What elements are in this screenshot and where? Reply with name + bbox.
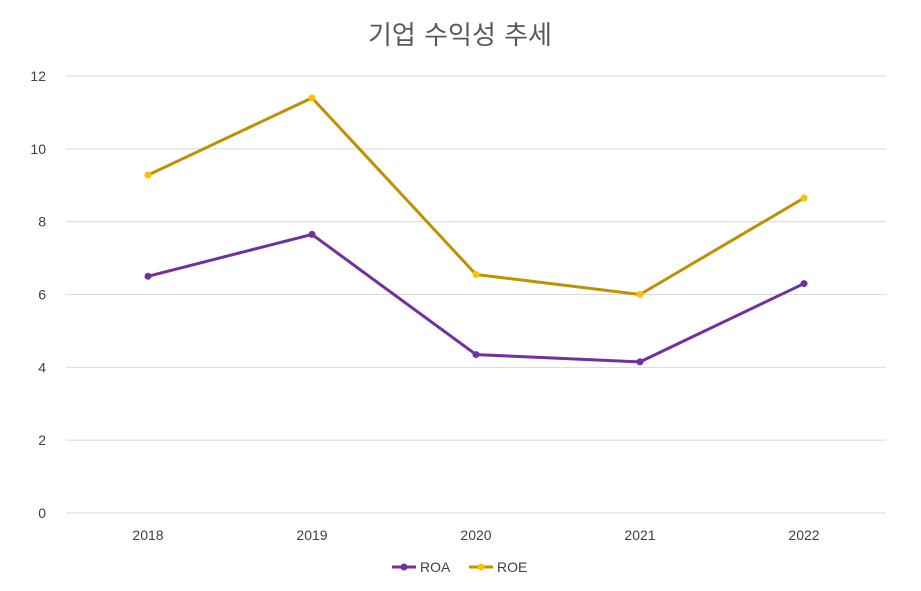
- y-tick-label-8: 8: [38, 214, 46, 230]
- legend: ROA ROE: [392, 559, 527, 575]
- data-point-roe-2020: [472, 270, 480, 278]
- x-tick-label-2020: 2020: [460, 527, 491, 543]
- y-tick-label-6: 6: [38, 287, 46, 303]
- data-point-roa-2022: [800, 280, 808, 288]
- legend-marker-roa: [400, 563, 408, 571]
- series-lines: [144, 94, 808, 366]
- x-tick-label-2019: 2019: [296, 527, 327, 543]
- data-point-roa-2021: [636, 358, 644, 366]
- chart-title: 기업 수익성 추세: [368, 21, 552, 51]
- x-tick-label-2022: 2022: [788, 527, 819, 543]
- grid-lines: [66, 75, 886, 514]
- legend-item-roe: ROE: [469, 559, 527, 575]
- series-line-roa: [146, 232, 806, 364]
- series-roa: [144, 230, 808, 366]
- data-point-roa-2019: [308, 230, 316, 238]
- y-tick-label-12: 12: [30, 68, 46, 84]
- x-tick-label-2021: 2021: [624, 527, 655, 543]
- legend-label-roe: ROE: [497, 559, 527, 575]
- data-point-roe-2021: [636, 291, 644, 298]
- x-axis-ticks: 2018 2019 2020 2021 2022: [132, 527, 819, 543]
- data-point-roa-2020: [472, 351, 480, 359]
- legend-item-roa: ROA: [392, 559, 451, 575]
- y-axis-ticks: 0 2 4 6 8 10 12: [30, 68, 46, 521]
- series-roe: [144, 94, 808, 298]
- legend-label-roa: ROA: [420, 559, 451, 575]
- y-tick-label-0: 0: [38, 505, 46, 521]
- y-tick-label-10: 10: [30, 141, 46, 157]
- y-tick-label-2: 2: [38, 432, 46, 448]
- data-point-roa-2018: [144, 272, 152, 280]
- y-tick-label-4: 4: [38, 359, 46, 375]
- x-tick-label-2018: 2018: [132, 527, 163, 543]
- data-point-roe-2019: [308, 94, 316, 102]
- data-point-roe-2022: [800, 194, 808, 202]
- series-line-roe: [146, 96, 806, 296]
- legend-marker-roe: [477, 563, 485, 571]
- data-point-roe-2018: [144, 171, 152, 179]
